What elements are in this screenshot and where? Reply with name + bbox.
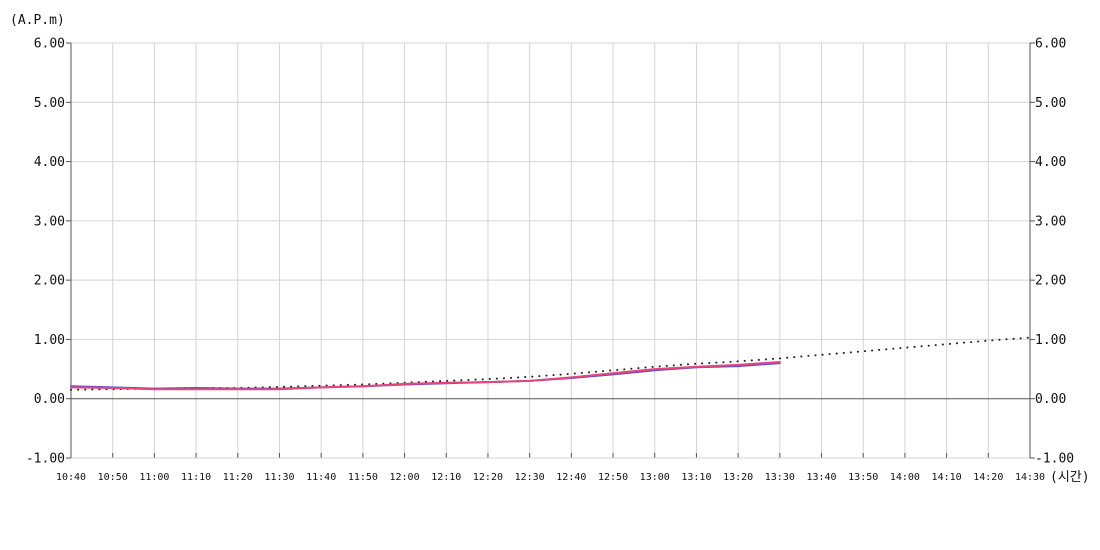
x-tick-label: 12:50 <box>598 472 628 483</box>
y-tick-label-left: 5.00 <box>34 96 65 111</box>
x-tick-label: 14:00 <box>890 472 920 483</box>
y-tick-label-right: 1.00 <box>1035 333 1066 348</box>
x-tick-label: 13:40 <box>806 472 836 483</box>
x-tick-label: 10:40 <box>56 472 86 483</box>
x-tick-label: 11:00 <box>139 472 169 483</box>
y-tick-label-left: 1.00 <box>34 333 65 348</box>
x-tick-label: 10:50 <box>98 472 128 483</box>
x-tick-label: 12:40 <box>556 472 586 483</box>
x-tick-label: 11:20 <box>223 472 253 483</box>
series-line-3 <box>70 336 1031 391</box>
y-tick-label-left: 0.00 <box>34 392 65 407</box>
x-tick-label: 13:10 <box>681 472 711 483</box>
x-tick-label: 13:50 <box>848 472 878 483</box>
y-tick-label-left: 4.00 <box>34 155 65 170</box>
x-tick-label: 11:50 <box>348 472 378 483</box>
y-tick-label-left: -1.00 <box>26 452 65 467</box>
x-tick-label: 11:30 <box>264 472 294 483</box>
x-tick-label: 12:10 <box>431 472 461 483</box>
x-tick-label: 14:30 <box>1015 472 1045 483</box>
y-tick-label-right: 4.00 <box>1035 155 1066 170</box>
series-line-1 <box>70 362 781 390</box>
y-tick-label-left: 3.00 <box>34 214 65 229</box>
x-axis-title: (시간) <box>1050 470 1090 485</box>
y-tick-label-right: 6.00 <box>1035 37 1066 52</box>
x-tick-label: 13:00 <box>640 472 670 483</box>
x-tick-label: 13:20 <box>723 472 753 483</box>
x-tick-label: 12:20 <box>473 472 503 483</box>
y-tick-label-right: 5.00 <box>1035 96 1066 111</box>
x-tick-label: 11:40 <box>306 472 336 483</box>
y-tick-label-left: 2.00 <box>34 274 65 289</box>
y-tick-label-right: 0.00 <box>1035 392 1066 407</box>
x-tick-label: 14:20 <box>973 472 1003 483</box>
x-tick-label: 12:00 <box>390 472 420 483</box>
x-tick-label: 12:30 <box>515 472 545 483</box>
y-tick-label-right: -1.00 <box>1035 452 1074 467</box>
x-tick-label: 13:30 <box>765 472 795 483</box>
y-tick-label-right: 2.00 <box>1035 274 1066 289</box>
y-tick-label-right: 3.00 <box>1035 214 1066 229</box>
y-tick-label-left: 6.00 <box>34 37 65 52</box>
x-tick-label: 14:10 <box>932 472 962 483</box>
series-line-2 <box>70 361 781 391</box>
x-tick-label: 11:10 <box>181 472 211 483</box>
y-axis-title: (A.P.m) <box>10 13 65 28</box>
